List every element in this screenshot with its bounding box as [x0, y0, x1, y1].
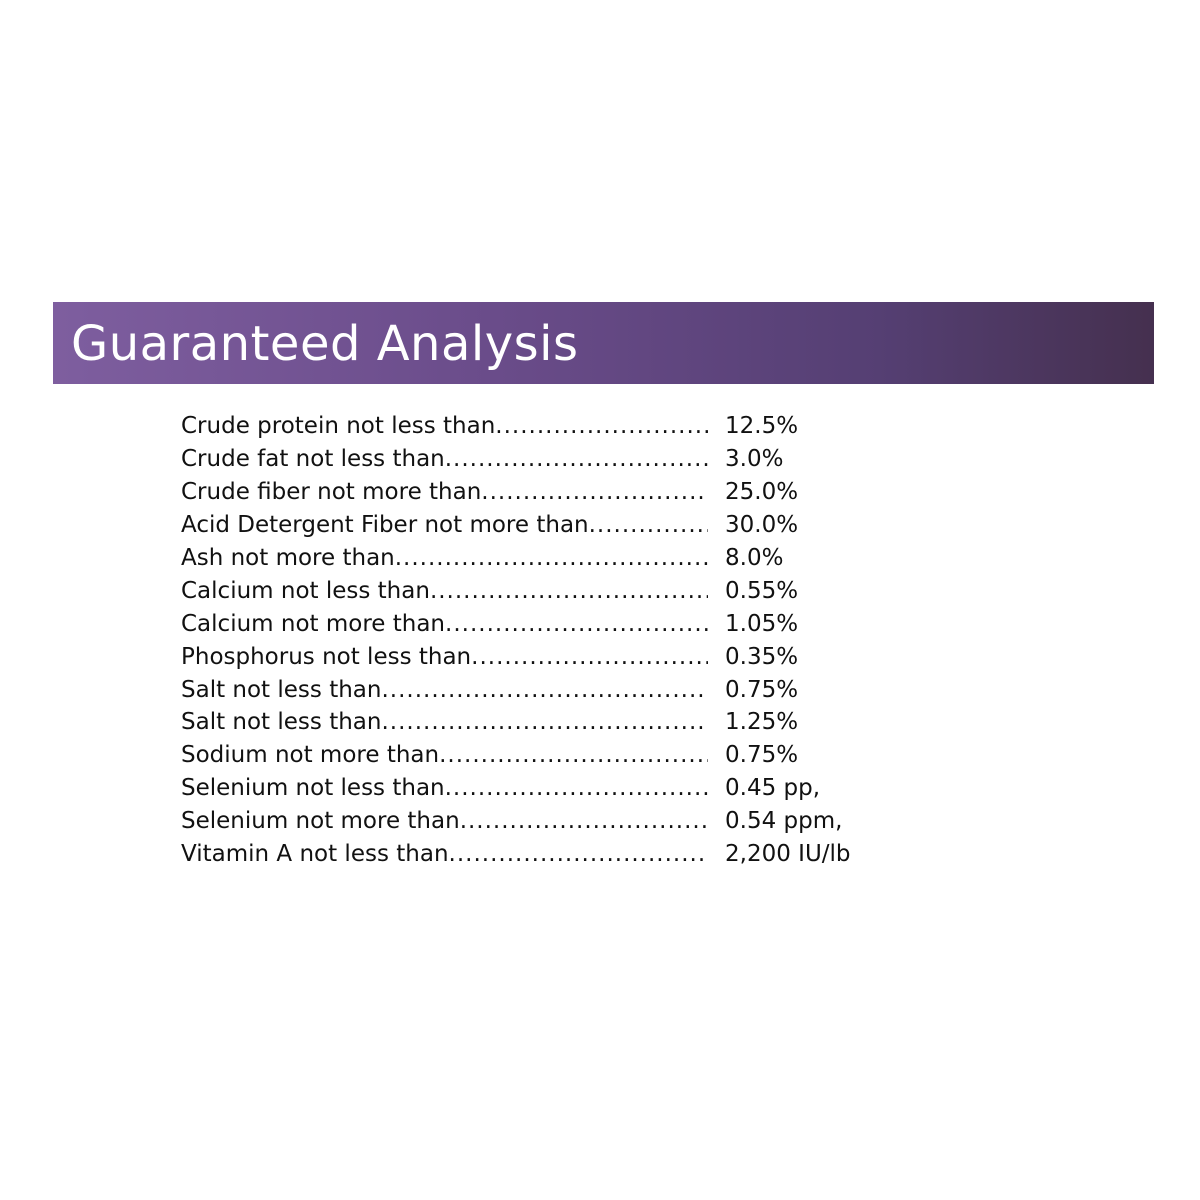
nutrient-label: Ash not more than [181, 545, 395, 571]
analysis-row: Calcium not more than 1.05% [181, 607, 901, 640]
dot-leader [449, 841, 708, 867]
dot-leader [445, 775, 708, 801]
nutrient-value: 1.25% [725, 709, 799, 736]
dot-leader [439, 742, 708, 768]
nutrient-label: Phosphorus not less than [181, 643, 472, 670]
row-label-with-leader: Selenium not less than [181, 775, 708, 801]
row-label-with-leader: Calcium not less than [181, 578, 708, 604]
dot-leader [381, 677, 708, 703]
row-label-with-leader: Sodium not more than [181, 742, 708, 768]
row-label-with-leader: Crude fiber not more than [181, 479, 708, 505]
nutrient-label: Calcium not more than [181, 610, 446, 637]
nutrient-value: 0.75% [725, 676, 799, 703]
dot-leader [460, 808, 708, 834]
row-label-with-leader: Crude protein not less than [181, 413, 708, 439]
analysis-row: Crude fiber not more than 25.0% [181, 476, 901, 509]
analysis-row: Crude fat not less than 3.0% [181, 443, 901, 476]
nutrient-label: Acid Detergent Fiber not more than [181, 512, 589, 539]
row-label-with-leader: Selenium not more than [181, 808, 708, 834]
nutrient-value: 25.0% [725, 479, 799, 506]
page-title: Guaranteed Analysis [71, 316, 579, 372]
analysis-row: Salt not less than 0.75% [181, 673, 901, 706]
nutrient-value: 0.75% [725, 742, 799, 769]
analysis-row: Salt not less than 1.25% [181, 706, 901, 739]
nutrient-value: 30.0% [725, 512, 799, 539]
nutrient-label: Crude fiber not more than [181, 479, 482, 506]
analysis-row: Acid Detergent Fiber not more than 30.0% [181, 509, 901, 542]
nutrient-label: Crude fat not less than [181, 446, 445, 473]
dot-leader [481, 479, 708, 505]
nutrient-label: Sodium not more than [181, 742, 440, 769]
dot-leader [471, 644, 708, 670]
nutrient-value: 3.0% [725, 446, 784, 473]
row-label-with-leader: Salt not less than [181, 677, 708, 703]
analysis-row: Selenium not more than 0.54 ppm, [181, 805, 901, 838]
nutrient-value: 2,200 IU/lb [725, 841, 851, 868]
nutrient-value: 0.45 pp, [725, 775, 821, 802]
row-label-with-leader: Calcium not more than [181, 611, 708, 637]
row-label-with-leader: Ash not more than [181, 545, 708, 571]
nutrient-value: 1.05% [725, 610, 799, 637]
dot-leader [445, 446, 708, 472]
nutrient-label: Salt not less than [181, 709, 382, 736]
dot-leader [430, 578, 708, 604]
title-banner: Guaranteed Analysis [53, 302, 1154, 384]
row-label-with-leader: Phosphorus not less than [181, 644, 708, 670]
dot-leader [445, 611, 708, 637]
row-label-with-leader: Vitamin A not less than [181, 841, 708, 867]
dot-leader [589, 512, 708, 538]
analysis-list: Crude protein not less than 12.5% Crude fa… [181, 410, 901, 870]
dot-leader [381, 709, 708, 735]
nutrient-value: 0.55% [725, 577, 799, 604]
nutrient-label: Vitamin A not less than [181, 841, 449, 868]
nutrient-label: Crude protein not less than [181, 413, 496, 440]
analysis-row: Ash not more than 8.0% [181, 542, 901, 575]
analysis-row: Selenium not less than 0.45 pp, [181, 772, 901, 805]
analysis-row: Sodium not more than 0.75% [181, 739, 901, 772]
nutrient-label: Selenium not more than [181, 808, 460, 835]
nutrient-value: 0.54 ppm, [725, 808, 843, 835]
row-label-with-leader: Acid Detergent Fiber not more than [181, 512, 708, 538]
nutrient-label: Selenium not less than [181, 775, 445, 802]
nutrient-value: 8.0% [725, 545, 784, 571]
row-label-with-leader: Salt not less than [181, 709, 708, 735]
analysis-row: Vitamin A not less than 2,200 IU/lb [181, 838, 901, 871]
analysis-row: Phosphorus not less than 0.35% [181, 640, 901, 673]
nutrient-label: Salt not less than [181, 676, 382, 703]
dot-leader [495, 413, 708, 439]
analysis-row: Crude protein not less than 12.5% [181, 410, 901, 443]
nutrient-value: 0.35% [725, 643, 799, 670]
nutrient-value: 12.5% [725, 413, 799, 440]
analysis-row: Calcium not less than 0.55% [181, 574, 901, 607]
dot-leader [395, 545, 708, 571]
nutrient-label: Calcium not less than [181, 577, 430, 604]
row-label-with-leader: Crude fat not less than [181, 446, 708, 472]
